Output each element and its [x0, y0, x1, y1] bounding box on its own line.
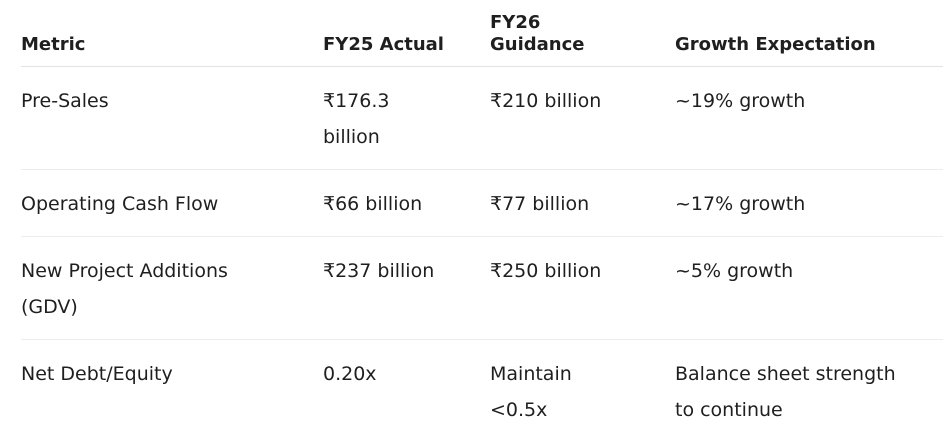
cell-fy25-actual: ₹176.3 billion: [323, 66, 490, 170]
table-header-row: Metric FY25 Actual FY26 Guidance Growth …: [21, 0, 943, 67]
header-metric: Metric: [21, 0, 323, 67]
table-row: Operating Cash Flow ₹66 billion ₹77 bill…: [21, 169, 943, 237]
guidance-table: Metric FY25 Actual FY26 Guidance Growth …: [21, 0, 943, 442]
cell-fy25-actual: ₹237 billion: [323, 236, 490, 340]
cell-metric: Net Debt/Equity: [21, 363, 173, 385]
cell-growth-expectation: ~5% growth: [675, 236, 943, 340]
cell-growth-expectation: Balance sheet strength to continue: [675, 363, 896, 421]
table-row: New Project Additions (GDV) ₹237 billion…: [21, 236, 943, 340]
header-growth-expectation: Growth Expectation: [675, 0, 943, 67]
cell-fy26-guidance: ₹250 billion: [490, 236, 675, 340]
cell-fy26-guidance: ₹210 billion: [490, 66, 675, 170]
cell-fy25-actual: ₹66 billion: [323, 169, 490, 237]
cell-growth-expectation: ~19% growth: [675, 66, 943, 170]
header-fy26-guidance: FY26 Guidance: [490, 0, 675, 67]
table-row: Pre-Sales ₹176.3 billion ₹210 billion ~1…: [21, 66, 943, 170]
cell-metric: New Project Additions (GDV): [21, 236, 323, 340]
cell-fy26-guidance: ₹77 billion: [490, 169, 675, 237]
cell-growth-expectation: ~17% growth: [675, 169, 943, 237]
cell-fy25-actual: 0.20x: [323, 363, 377, 385]
cell-metric: Operating Cash Flow: [21, 169, 323, 237]
cell-metric: Pre-Sales: [21, 66, 323, 170]
table-row: Net Debt/Equity 0.20x Maintain <0.5x Bal…: [21, 340, 943, 443]
header-fy25-actual: FY25 Actual: [323, 0, 490, 67]
cell-fy26-guidance: Maintain <0.5x: [490, 363, 572, 421]
